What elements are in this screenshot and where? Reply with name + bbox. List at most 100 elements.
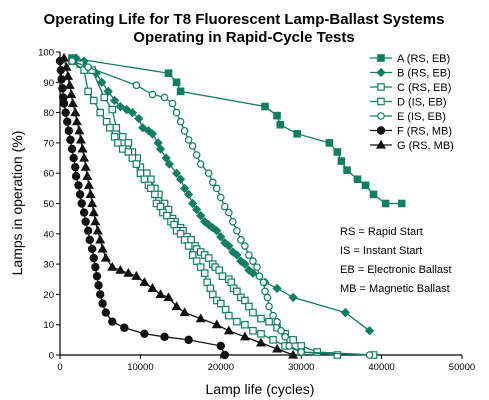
data-point xyxy=(333,351,342,359)
data-point xyxy=(237,236,245,244)
data-point xyxy=(233,317,241,326)
data-point xyxy=(77,143,88,153)
data-point xyxy=(101,308,111,317)
chart-title: Operating Life for T8 Fluorescent Lamp-B… xyxy=(44,11,445,46)
data-point xyxy=(153,138,163,148)
legend-item: D (IS, EB) xyxy=(370,97,447,109)
data-point xyxy=(263,293,272,302)
series-line xyxy=(71,60,370,356)
data-point xyxy=(175,174,186,184)
y-tick-label: 10 xyxy=(43,320,54,331)
data-point xyxy=(64,80,75,89)
data-point xyxy=(67,98,78,108)
data-point xyxy=(95,290,105,299)
data-point xyxy=(155,289,166,298)
data-point xyxy=(245,251,253,259)
data-point xyxy=(272,283,282,293)
series-e xyxy=(68,57,374,359)
data-point xyxy=(233,287,241,296)
data-point xyxy=(343,166,351,174)
data-point xyxy=(261,287,269,296)
data-point xyxy=(87,244,97,254)
data-point xyxy=(95,234,106,244)
data-point xyxy=(196,160,205,168)
legend-item: C (RS, EB) xyxy=(370,82,451,94)
data-point xyxy=(184,335,193,345)
data-point xyxy=(115,264,126,274)
data-point xyxy=(381,199,390,208)
data-point xyxy=(75,134,86,144)
data-point xyxy=(281,333,289,341)
y-tick-label: 80 xyxy=(43,108,54,119)
data-point xyxy=(233,226,241,235)
data-point xyxy=(227,278,236,287)
x-tick-label: 20000 xyxy=(208,362,234,373)
data-point xyxy=(91,262,100,272)
data-point xyxy=(71,162,80,172)
data-point xyxy=(364,326,375,336)
data-point xyxy=(203,278,211,287)
data-point xyxy=(88,207,99,217)
x-tick-label: 0 xyxy=(57,362,62,373)
data-point xyxy=(217,299,225,308)
data-point xyxy=(63,117,72,126)
data-point xyxy=(333,148,342,156)
data-point xyxy=(134,114,144,124)
legend-label: C (RS, EB) xyxy=(397,82,451,94)
data-point xyxy=(257,329,265,338)
data-point xyxy=(208,290,217,299)
data-point xyxy=(155,144,166,154)
data-point xyxy=(74,181,83,190)
data-point xyxy=(64,126,74,135)
data-point xyxy=(249,326,257,335)
abbreviation-note: MB = Magnetic Ballast xyxy=(340,283,450,295)
data-point xyxy=(163,211,171,220)
data-point xyxy=(89,253,98,263)
x-tick-label: 30000 xyxy=(288,362,314,373)
data-point xyxy=(143,169,151,178)
data-point xyxy=(75,190,85,199)
data-point xyxy=(273,111,281,120)
y-tick-label: 0 xyxy=(49,351,54,362)
data-point xyxy=(92,225,103,235)
data-point xyxy=(196,263,205,271)
axes: 0 10 20 30 40 50 60 70 80 90 100 0 10000 20000 30000 40… xyxy=(38,48,475,374)
data-point xyxy=(123,267,134,277)
data-point xyxy=(212,226,222,236)
data-point xyxy=(164,159,174,169)
data-point xyxy=(204,254,213,262)
data-point xyxy=(63,71,74,80)
series-line xyxy=(71,60,338,356)
x-tick-label: 50000 xyxy=(449,362,475,373)
data-point xyxy=(58,84,67,93)
data-point xyxy=(218,272,227,281)
data-point xyxy=(212,184,221,193)
data-point xyxy=(84,87,92,96)
data-point xyxy=(241,242,249,250)
data-point xyxy=(265,317,273,326)
data-point xyxy=(122,104,132,115)
data-point xyxy=(66,89,77,99)
data-point xyxy=(160,332,169,342)
data-point xyxy=(217,193,225,202)
data-point xyxy=(259,278,268,287)
data-point xyxy=(171,168,182,178)
data-point xyxy=(74,125,85,135)
data-point xyxy=(156,202,165,211)
legend-marker xyxy=(377,97,385,106)
data-point xyxy=(211,319,222,329)
data-point xyxy=(276,120,285,129)
data-point xyxy=(172,108,181,117)
data-point xyxy=(179,183,190,193)
data-point xyxy=(71,116,82,126)
data-point xyxy=(208,178,217,187)
data-point xyxy=(188,198,198,209)
data-point xyxy=(273,317,281,326)
data-point xyxy=(325,139,334,147)
data-point xyxy=(180,236,189,244)
y-tick-label: 60 xyxy=(43,169,54,180)
data-point xyxy=(239,331,250,341)
data-point xyxy=(127,107,138,118)
data-point xyxy=(337,157,346,165)
data-point xyxy=(220,350,230,360)
